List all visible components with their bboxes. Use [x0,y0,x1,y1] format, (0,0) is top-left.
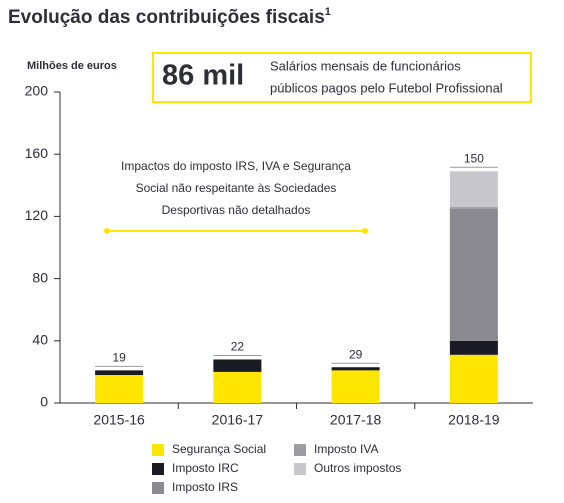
bar-segment [449,340,498,355]
total-label: 22 [231,340,245,354]
x-tick-label: 2015-16 [93,412,145,428]
title-footnote: 1 [325,6,331,18]
y-tick-label: 120 [25,207,49,223]
y-tick-label: 160 [25,145,49,161]
x-tick-label: 2016-17 [212,412,264,428]
annotation: Impactos do imposto IRS, IVA e Segurança [121,159,351,173]
x-tick-label: 2018-19 [448,412,500,428]
annotation: Desportivas não detalhados [162,203,311,217]
y-tick-label: 200 [25,83,49,99]
legend-label: Outros impostos [314,461,401,475]
annotation-dot [362,228,368,234]
callout-value: 86 mil [162,60,244,92]
bar-segment [95,375,144,403]
bar-segment [331,367,380,371]
bar-segment [449,171,498,208]
bar-segment [95,370,144,376]
title-text: Evolução das contribuições fiscais [8,7,325,28]
y-tick-label: 0 [40,394,48,410]
legend-swatch [152,482,164,494]
legend-swatch [294,463,306,475]
callout-box [152,52,532,103]
total-label: 19 [112,351,126,365]
bar-segment [213,359,262,372]
legend-label: Segurança Social [172,442,266,456]
legend-label: Imposto IRS [172,480,238,494]
annotation: Social não respeitante às Sociedades [136,181,337,195]
legend-swatch [294,444,306,456]
y-axis-label: Milhões de euros [27,60,117,72]
total-label: 29 [349,347,363,361]
bar-segment [213,371,262,403]
legend-swatch [152,444,164,456]
total-label: 150 [464,151,484,165]
legend-label: Imposto IRC [172,461,239,475]
legend-swatch [152,463,164,475]
y-tick-label: 40 [32,332,48,348]
bar-segment [449,207,498,209]
bar-segment [449,354,498,403]
legend-label: Imposto IVA [314,442,378,456]
bar-segment [331,370,380,403]
chart-title: Evolução das contribuições fiscais1 [8,6,331,28]
x-tick-label: 2017-18 [330,412,382,428]
callout-text: Salários mensais de funcionários [270,58,461,73]
bar-segment [449,208,498,341]
callout-text: públicos pagos pelo Futebol Profissional [270,80,503,95]
annotation-dot [104,228,110,234]
y-tick-label: 80 [32,269,48,285]
